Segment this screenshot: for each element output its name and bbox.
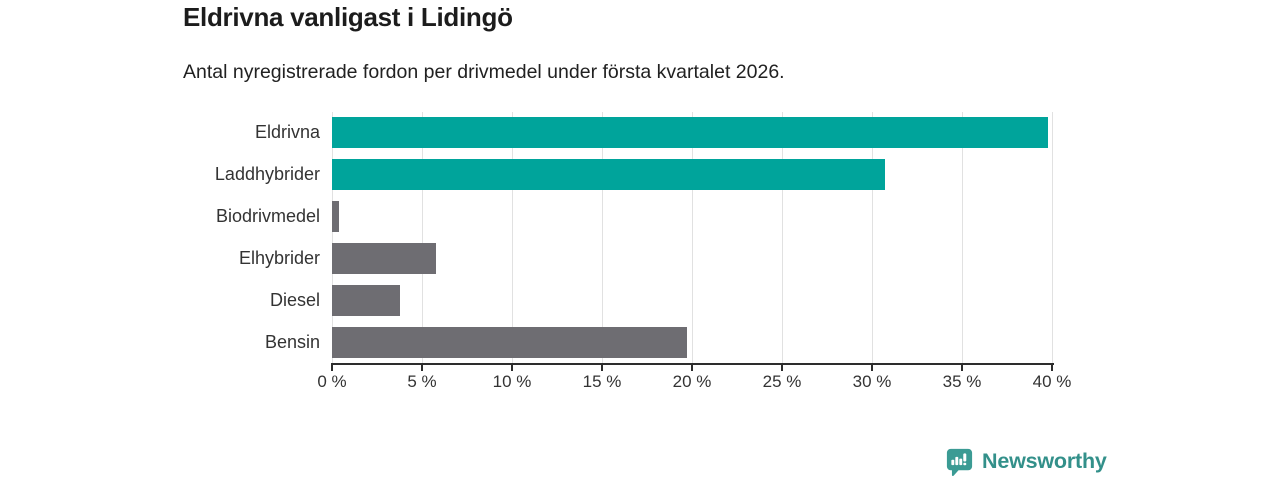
x-tick-15% [601,365,603,371]
category-label-eldrivna: Eldrivna [254,122,320,143]
x-tick-label-40%: 40 % [1032,372,1072,391]
x-tick-5% [421,365,423,371]
newsworthy-logo-icon [944,446,975,477]
x-tick-label-5%: 5 % [407,372,437,391]
x-tick-label-30%: 30 % [852,372,892,391]
category-label-diesel: Diesel [269,289,320,310]
x-tick-label-35%: 35 % [942,372,982,391]
gridline-15% [602,112,603,363]
gridline-25% [782,112,783,363]
x-tick-35% [961,365,963,371]
bar-bensin [332,326,687,358]
x-tick-40% [1051,365,1053,371]
category-label-laddhybrider: Laddhybrider [214,164,320,185]
x-tick-label-20%: 20 % [672,372,712,391]
bar-laddhybrider [332,159,885,191]
gridline-20% [692,112,693,363]
newsworthy-logo-text: Newsworthy [982,449,1107,473]
plot-area [332,112,1053,363]
x-tick-30% [871,365,873,371]
x-tick-10% [511,365,513,371]
gridline-0% [332,112,333,363]
category-label-bensin: Bensin [264,331,320,352]
x-tick-20% [691,365,693,371]
bar-elhybrider [332,242,437,274]
gridline-5% [422,112,423,363]
bar-biodrivmedel [332,201,340,233]
x-axis-line [331,363,1054,365]
x-tick-0% [331,365,333,371]
gridline-10% [512,112,513,363]
bar-diesel [332,284,401,316]
gridline-35% [962,112,963,363]
chart-title: Eldrivna vanligast i Lidingö [183,2,513,32]
x-tick-label-15%: 15 % [582,372,622,391]
x-tick-label-10%: 10 % [492,372,532,391]
x-tick-25% [781,365,783,371]
category-label-biodrivmedel: Biodrivmedel [215,206,320,227]
gridline-30% [872,112,873,363]
x-tick-label-0%: 0 % [317,372,347,391]
bar-eldrivna [332,117,1049,149]
x-tick-label-25%: 25 % [762,372,802,391]
category-label-elhybrider: Elhybrider [238,247,320,268]
chart-subtitle: Antal nyregistrerade fordon per drivmede… [183,61,785,83]
gridline-40% [1052,112,1053,363]
newsworthy-logo-link[interactable]: Newsworthy [944,446,1107,477]
